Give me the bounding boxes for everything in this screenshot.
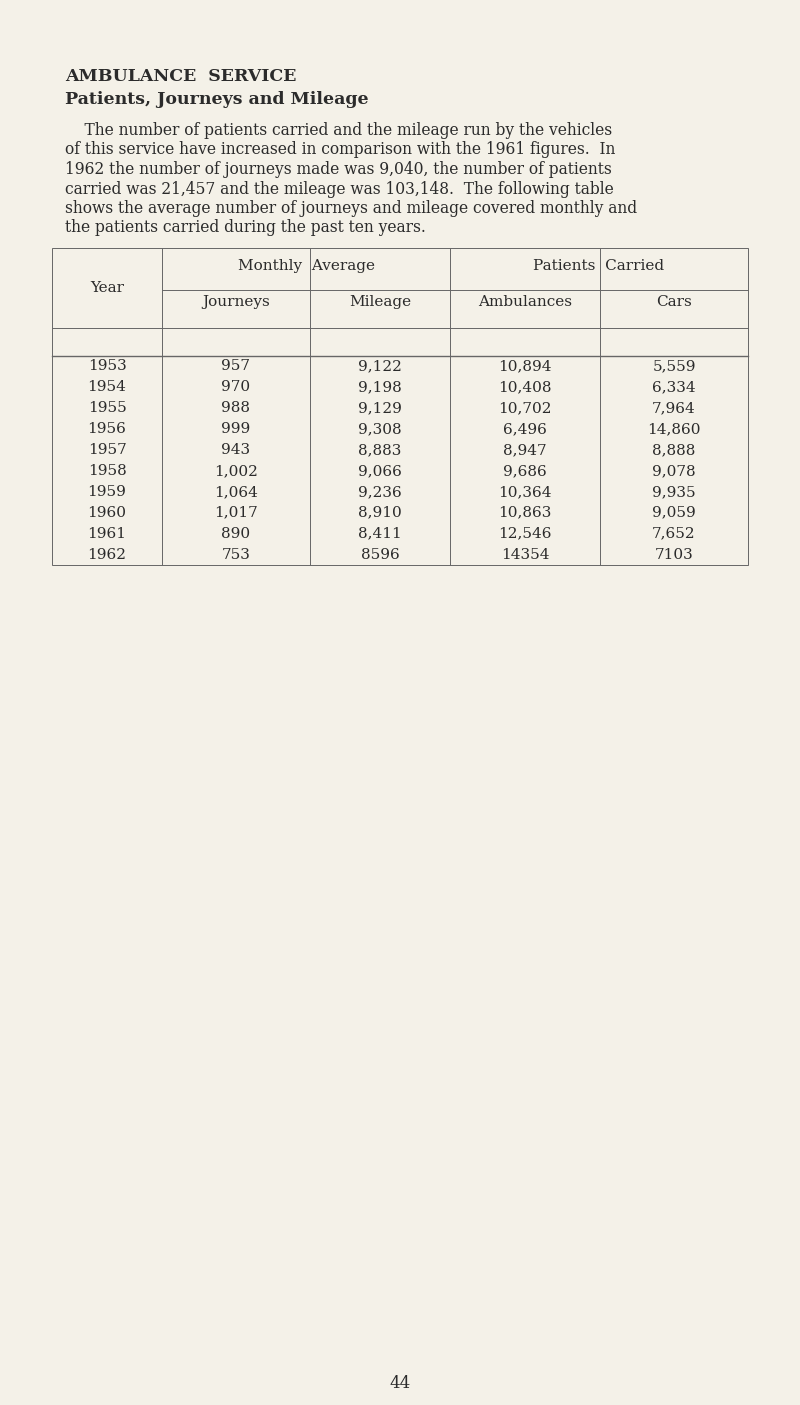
Text: 8,411: 8,411	[358, 527, 402, 541]
Text: AMBULANCE  SERVICE: AMBULANCE SERVICE	[65, 67, 296, 84]
Bar	[52, 249, 748, 565]
Text: 943: 943	[222, 443, 250, 457]
Text: 1958: 1958	[88, 464, 126, 478]
Text: 9,059: 9,059	[652, 506, 696, 520]
Text: 9,236: 9,236	[358, 485, 402, 499]
Text: The number of patients carried and the mileage run by the vehicles: The number of patients carried and the m…	[65, 122, 612, 139]
Text: 6,496: 6,496	[503, 422, 547, 436]
Text: 9,078: 9,078	[652, 464, 696, 478]
Text: Patients  Carried: Patients Carried	[534, 259, 665, 273]
Text: 1,017: 1,017	[214, 506, 258, 520]
Text: 8,910: 8,910	[358, 506, 402, 520]
Text: Year: Year	[90, 281, 124, 295]
Text: 9,129: 9,129	[358, 402, 402, 416]
Text: 10,408: 10,408	[498, 381, 552, 395]
Text: the patients carried during the past ten years.: the patients carried during the past ten…	[65, 219, 426, 236]
Text: 8,888: 8,888	[652, 443, 696, 457]
Text: 957: 957	[222, 360, 250, 374]
Text: Patients, Journeys and Mileage: Patients, Journeys and Mileage	[65, 91, 369, 108]
Text: carried was 21,457 and the mileage was 103,148.  The following table: carried was 21,457 and the mileage was 1…	[65, 180, 614, 198]
Text: 1954: 1954	[87, 381, 126, 395]
Text: 1,064: 1,064	[214, 485, 258, 499]
Text: 14,860: 14,860	[647, 422, 701, 436]
Text: 10,863: 10,863	[498, 506, 552, 520]
Text: 10,702: 10,702	[498, 402, 552, 416]
Text: 970: 970	[222, 381, 250, 395]
Text: 1960: 1960	[87, 506, 126, 520]
Text: 44: 44	[390, 1375, 410, 1392]
Text: 1962 the number of journeys made was 9,040, the number of patients: 1962 the number of journeys made was 9,0…	[65, 162, 612, 178]
Text: 999: 999	[222, 422, 250, 436]
Text: 1953: 1953	[88, 360, 126, 374]
Text: 8,883: 8,883	[358, 443, 402, 457]
Text: Cars: Cars	[656, 295, 692, 309]
Text: 6,334: 6,334	[652, 381, 696, 395]
Text: 9,935: 9,935	[652, 485, 696, 499]
Text: 7,652: 7,652	[652, 527, 696, 541]
Text: 1957: 1957	[88, 443, 126, 457]
Text: 7103: 7103	[654, 548, 694, 562]
Text: Journeys: Journeys	[202, 295, 270, 309]
Text: 890: 890	[222, 527, 250, 541]
Text: 1,002: 1,002	[214, 464, 258, 478]
Text: 8,947: 8,947	[503, 443, 547, 457]
Text: 1959: 1959	[87, 485, 126, 499]
Text: 8596: 8596	[361, 548, 399, 562]
Text: 1962: 1962	[87, 548, 126, 562]
Text: 5,559: 5,559	[652, 360, 696, 374]
Text: 10,894: 10,894	[498, 360, 552, 374]
Text: 753: 753	[222, 548, 250, 562]
Text: 9,066: 9,066	[358, 464, 402, 478]
Text: 12,546: 12,546	[498, 527, 552, 541]
Text: 1961: 1961	[87, 527, 126, 541]
Text: of this service have increased in comparison with the 1961 figures.  In: of this service have increased in compar…	[65, 142, 615, 159]
Text: 14354: 14354	[501, 548, 550, 562]
Text: Ambulances: Ambulances	[478, 295, 572, 309]
Text: 10,364: 10,364	[498, 485, 552, 499]
Text: 7,964: 7,964	[652, 402, 696, 416]
Text: 9,122: 9,122	[358, 360, 402, 374]
Text: Monthly  Average: Monthly Average	[238, 259, 374, 273]
Text: Mileage: Mileage	[349, 295, 411, 309]
Text: shows the average number of journeys and mileage covered monthly and: shows the average number of journeys and…	[65, 200, 637, 216]
Text: 9,198: 9,198	[358, 381, 402, 395]
Text: 9,686: 9,686	[503, 464, 547, 478]
Text: 9,308: 9,308	[358, 422, 402, 436]
Text: 1956: 1956	[87, 422, 126, 436]
Text: 988: 988	[222, 402, 250, 416]
Text: 1955: 1955	[88, 402, 126, 416]
